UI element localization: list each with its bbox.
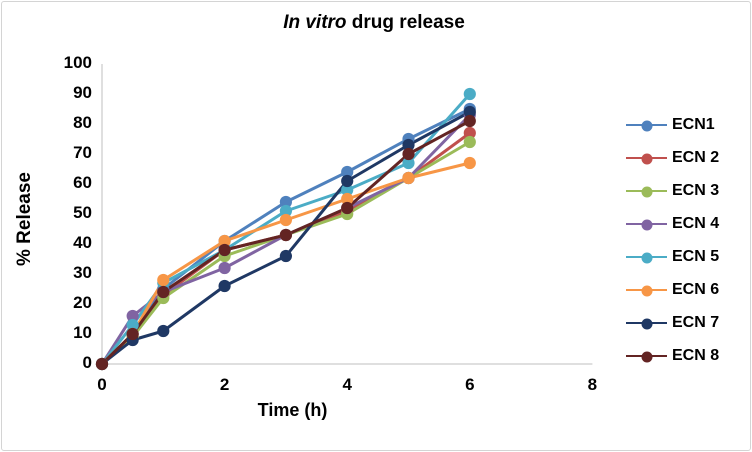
- svg-text:0: 0: [83, 353, 92, 372]
- svg-text:10: 10: [73, 323, 92, 342]
- svg-text:40: 40: [73, 233, 92, 252]
- svg-text:8: 8: [588, 375, 597, 394]
- svg-text:4: 4: [342, 375, 352, 394]
- svg-text:90: 90: [73, 83, 92, 102]
- svg-text:0: 0: [97, 375, 106, 394]
- svg-text:100: 100: [64, 53, 92, 72]
- svg-text:6: 6: [465, 375, 474, 394]
- svg-text:70: 70: [73, 143, 92, 162]
- svg-text:2: 2: [220, 375, 229, 394]
- svg-text:30: 30: [73, 263, 92, 282]
- svg-text:60: 60: [73, 173, 92, 192]
- svg-text:50: 50: [73, 203, 92, 222]
- svg-text:20: 20: [73, 293, 92, 312]
- svg-text:80: 80: [73, 113, 92, 132]
